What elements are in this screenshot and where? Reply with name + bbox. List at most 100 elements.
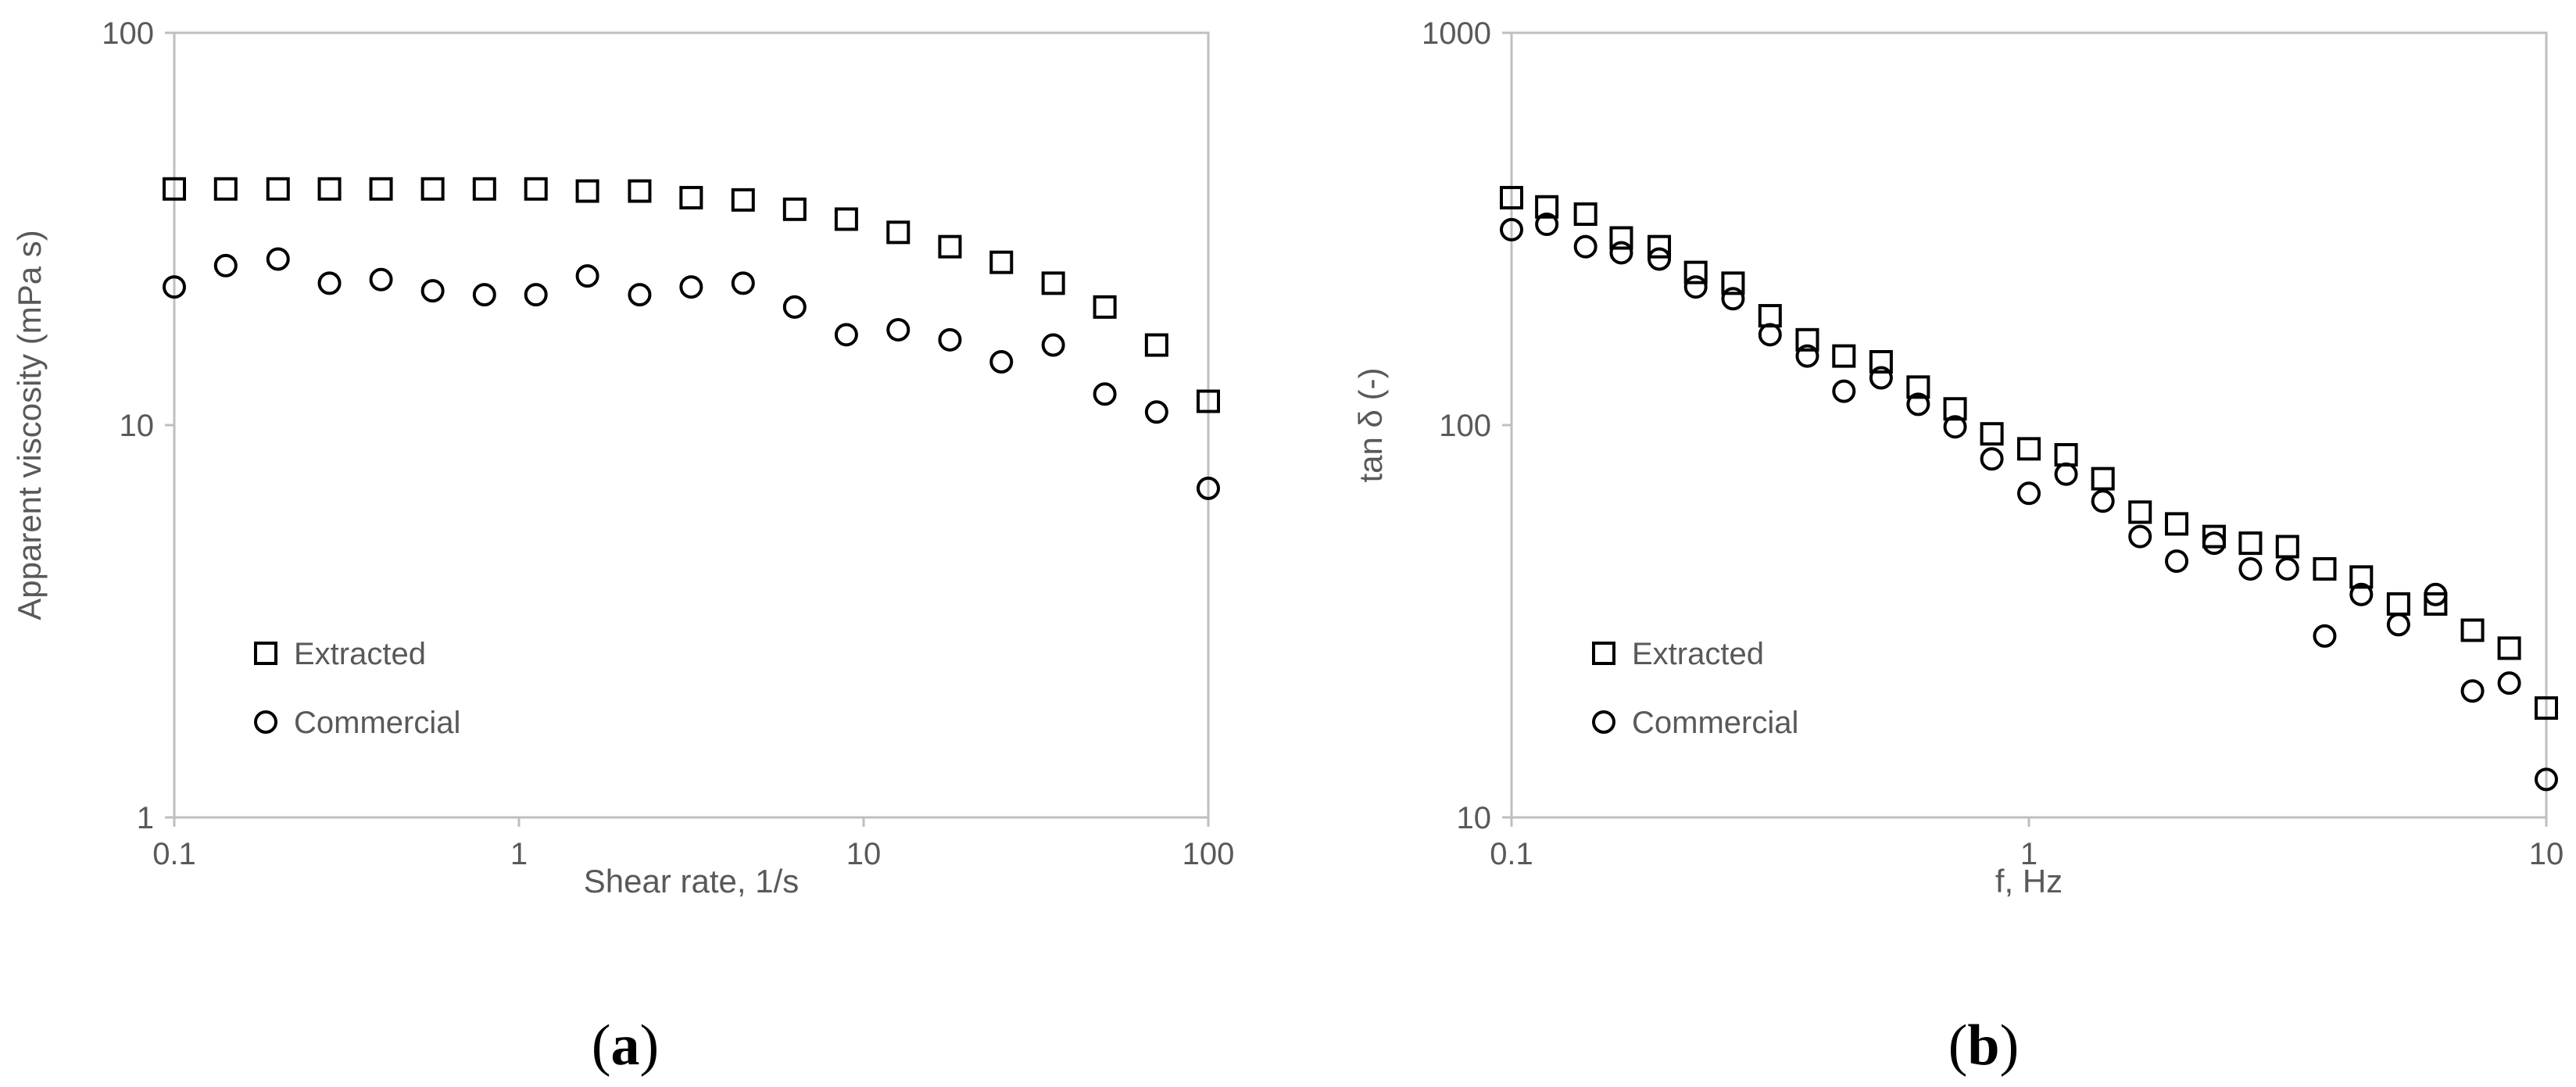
point-commercial: [1535, 213, 1559, 237]
point-commercial: [731, 271, 755, 295]
point-extracted: [1609, 226, 1633, 250]
x-tick-label: 100: [1182, 837, 1235, 871]
y-tick-label: 1000: [1422, 16, 1491, 51]
x-axis-title: Shear rate, 1/s: [584, 863, 799, 899]
point-commercial: [2017, 481, 2041, 506]
legend-square-icon: [254, 642, 277, 665]
point-extracted: [1943, 397, 1967, 421]
panel-label-b: (b): [1948, 1014, 2019, 1078]
point-commercial: [2386, 613, 2410, 637]
point-commercial: [886, 317, 911, 341]
point-commercial: [1573, 234, 1597, 259]
point-commercial: [989, 349, 1014, 374]
point-commercial: [628, 283, 652, 307]
point-commercial: [575, 264, 599, 288]
point-extracted: [1869, 349, 1893, 374]
x-tick-label: 1: [2020, 837, 2038, 871]
point-extracted: [2238, 531, 2263, 556]
point-extracted: [782, 197, 807, 221]
point-extracted: [1648, 234, 1672, 259]
point-commercial: [679, 275, 703, 299]
point-extracted: [2091, 467, 2115, 491]
point-commercial: [1869, 366, 1893, 390]
point-commercial: [2091, 489, 2115, 513]
x-tick-label: 10: [846, 837, 882, 871]
point-commercial: [1093, 382, 1117, 406]
x-tick-label: 0.1: [1490, 837, 1533, 871]
point-commercial: [938, 327, 962, 352]
point-extracted: [1535, 195, 1559, 219]
point-extracted: [2535, 696, 2558, 720]
point-extracted: [2497, 636, 2521, 660]
y-tick-label: 10: [120, 409, 155, 443]
chart-panel-b: 0.1 1 10 10 100 1000 f, Hz tan δ (-) Extracted Co…: [1352, 16, 2563, 1078]
point-extracted: [834, 207, 858, 231]
point-extracted: [1832, 344, 1856, 368]
panel-label-a: (a): [592, 1014, 659, 1078]
point-extracted: [2128, 500, 2152, 524]
point-extracted: [575, 179, 599, 203]
legend-label-commercial: Commercial: [294, 706, 460, 740]
point-extracted: [1144, 333, 1168, 357]
point-extracted: [2460, 618, 2485, 642]
legend-a: Extracted Commercial: [254, 637, 460, 740]
legend-circle-icon: [1592, 710, 1615, 734]
point-commercial: [1795, 344, 1819, 368]
point-extracted: [1906, 375, 1930, 399]
point-commercial: [2054, 462, 2078, 486]
point-commercial: [1144, 400, 1168, 424]
legend-b: Extracted Commercial: [1592, 637, 1798, 740]
point-extracted: [2275, 535, 2299, 559]
point-commercial: [1041, 333, 1065, 357]
y-tick-label: 10: [1457, 801, 1492, 835]
y-tick-label: 1: [137, 801, 154, 835]
point-commercial: [1758, 323, 1782, 347]
point-extracted: [1795, 327, 1819, 352]
point-extracted: [420, 177, 445, 201]
point-commercial: [2275, 556, 2299, 581]
point-commercial: [1721, 287, 1745, 311]
point-extracted: [266, 177, 290, 201]
point-commercial: [2313, 624, 2337, 648]
point-commercial: [1943, 415, 1967, 439]
point-commercial: [1648, 247, 1672, 271]
point-extracted: [1093, 295, 1117, 319]
point-commercial: [1906, 392, 1930, 417]
point-commercial: [1609, 241, 1633, 265]
x-tick-label: 0.1: [152, 837, 196, 871]
y-axis-title: tan δ (-): [1352, 367, 1389, 482]
point-commercial: [472, 283, 496, 307]
point-commercial: [2497, 671, 2521, 695]
point-extracted: [1573, 202, 1597, 227]
point-extracted: [886, 220, 911, 245]
y-tick-label: 100: [102, 16, 154, 51]
legend-circle-icon: [254, 710, 277, 734]
point-extracted: [1980, 422, 2004, 446]
point-extracted: [2349, 565, 2374, 589]
point-commercial: [2349, 582, 2374, 606]
point-commercial: [1683, 275, 1708, 299]
point-extracted: [1721, 271, 1745, 295]
point-commercial: [213, 253, 238, 277]
point-commercial: [369, 267, 393, 291]
point-extracted: [163, 177, 186, 201]
point-commercial: [2460, 679, 2485, 703]
point-commercial: [1500, 217, 1523, 241]
point-extracted: [628, 179, 652, 203]
x-axis-title: f, Hz: [1995, 863, 2063, 899]
x-tick-label: 1: [510, 837, 528, 871]
point-commercial: [2202, 531, 2226, 556]
legend-square-icon: [1592, 642, 1615, 665]
point-extracted: [2202, 524, 2226, 549]
point-extracted: [2313, 556, 2337, 581]
point-commercial: [317, 271, 342, 295]
point-extracted: [2017, 437, 2041, 461]
legend-label-commercial: Commercial: [1632, 706, 1798, 740]
point-extracted: [1197, 389, 1220, 413]
point-extracted: [2165, 512, 2189, 536]
point-extracted: [1041, 271, 1065, 295]
point-commercial: [1197, 476, 1220, 500]
